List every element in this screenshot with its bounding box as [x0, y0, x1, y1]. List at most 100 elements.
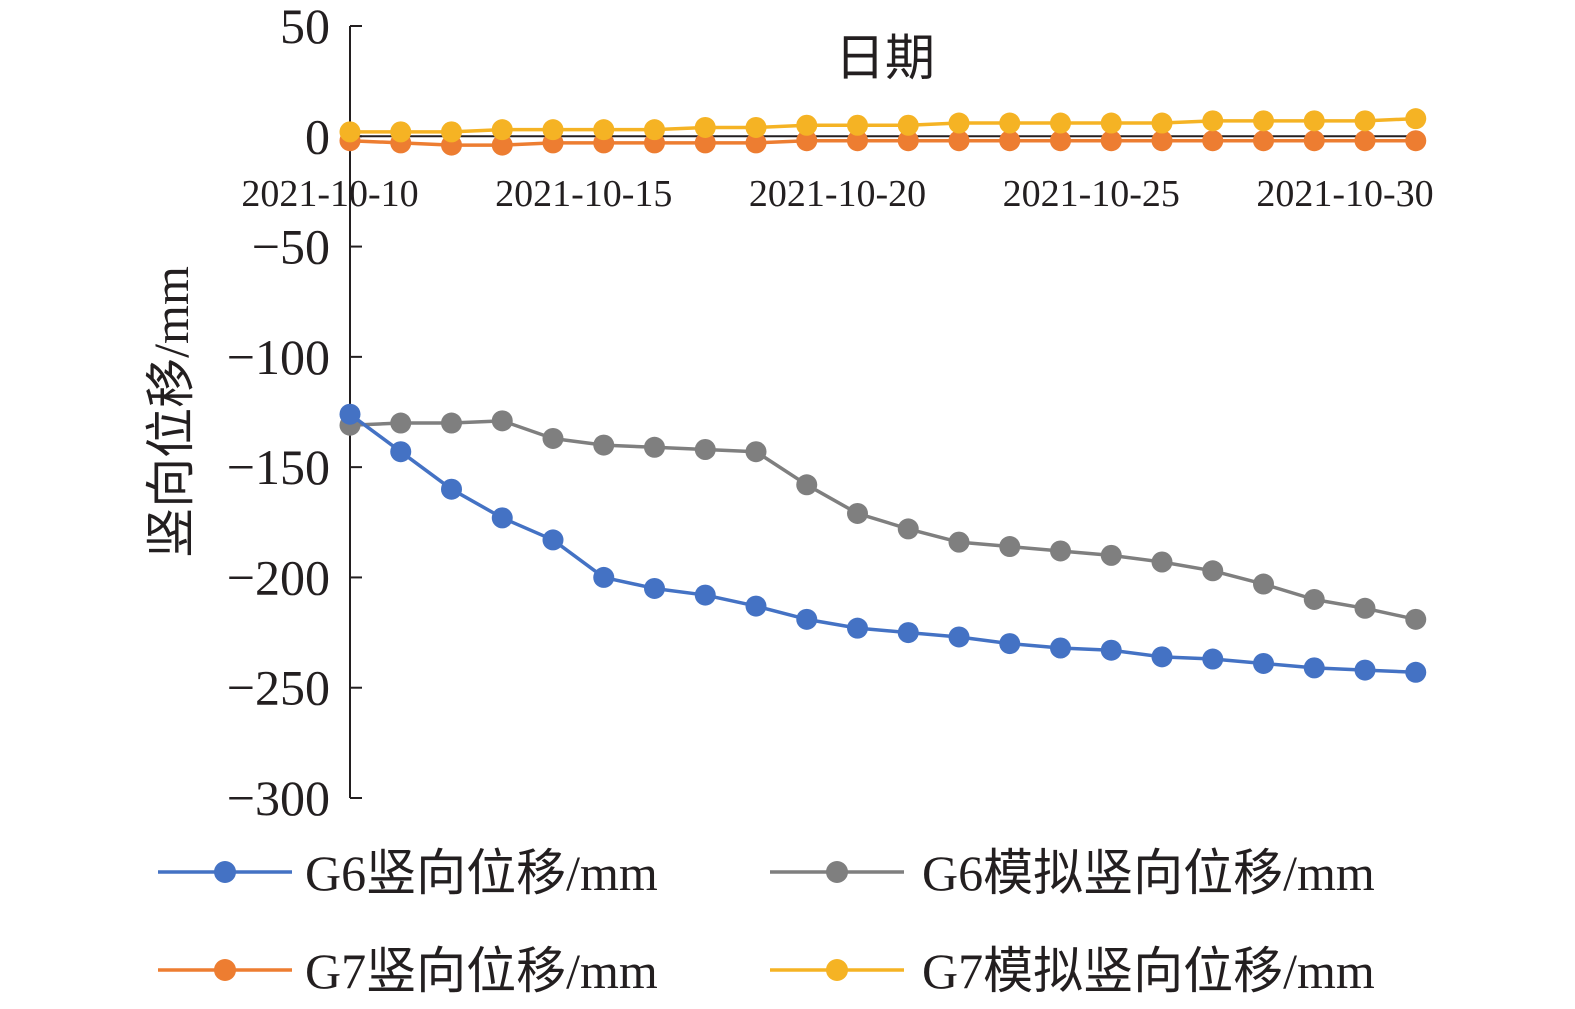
data-point — [1354, 130, 1376, 152]
data-point — [847, 617, 868, 639]
x-tick-label: 2021-10-20 — [749, 173, 926, 215]
data-point — [796, 608, 818, 630]
data-point — [390, 121, 412, 143]
data-point — [1050, 540, 1071, 562]
data-point — [1303, 110, 1325, 132]
y-tick-label: 0 — [305, 108, 330, 164]
data-point — [847, 502, 868, 524]
data-point — [1253, 573, 1274, 595]
y-tick-label: −200 — [227, 549, 330, 605]
data-point — [694, 132, 716, 154]
data-point — [999, 536, 1021, 558]
data-point — [897, 130, 919, 152]
data-point — [644, 119, 665, 141]
data-point — [999, 112, 1021, 134]
x-tick-label: 2021-10-25 — [1003, 173, 1180, 215]
data-point — [491, 134, 513, 156]
series-line — [350, 116, 1416, 134]
data-point — [948, 130, 970, 152]
data-point — [999, 633, 1021, 655]
data-point — [1100, 130, 1122, 152]
data-point — [948, 531, 970, 553]
legend-marker — [214, 959, 236, 981]
legend-label: G6模拟竖向位移/mm — [922, 845, 1375, 901]
data-point — [1405, 661, 1427, 683]
data-point — [542, 427, 564, 449]
series-line — [349, 419, 1417, 622]
data-point — [1253, 130, 1274, 152]
data-point — [390, 441, 412, 463]
data-point — [644, 436, 665, 458]
data-point — [1151, 551, 1173, 573]
data-point — [796, 130, 818, 152]
series-group — [339, 108, 1427, 683]
data-point — [593, 119, 615, 141]
data-point — [1405, 608, 1427, 630]
legend-item: G7竖向位移/mm — [158, 943, 658, 999]
data-point — [1405, 108, 1427, 130]
legend-item: G6模拟竖向位移/mm — [770, 845, 1375, 901]
data-point — [1151, 112, 1173, 134]
legend-marker — [214, 861, 236, 883]
data-point — [948, 112, 970, 134]
data-point — [441, 121, 462, 143]
data-point — [390, 412, 412, 434]
data-point — [441, 412, 462, 434]
data-point — [491, 410, 513, 432]
data-point — [694, 438, 716, 460]
data-point — [542, 119, 564, 141]
data-point — [1354, 597, 1376, 619]
data-point — [1253, 652, 1274, 674]
data-point — [796, 114, 818, 136]
y-tick-label: −100 — [227, 329, 330, 385]
data-point — [1202, 130, 1224, 152]
data-point — [1202, 560, 1224, 582]
data-point — [542, 529, 564, 551]
data-point — [1100, 544, 1122, 566]
legend-marker — [826, 861, 848, 883]
data-point — [796, 474, 818, 496]
y-tick-label: −300 — [227, 770, 330, 826]
data-point — [491, 119, 513, 141]
data-point — [1202, 110, 1224, 132]
data-point — [999, 130, 1021, 152]
x-axis-title: 日期 — [835, 30, 935, 86]
data-point — [1354, 659, 1376, 681]
legend-label: G7模拟竖向位移/mm — [922, 943, 1375, 999]
data-point — [1050, 112, 1071, 134]
axes: 50 0 −50 −100 −150 −200 −250 −300 2021-10-10 2021… — [227, 0, 1434, 826]
series-line — [348, 412, 1416, 675]
data-point — [1303, 657, 1325, 679]
data-point — [745, 441, 767, 463]
series-1 — [339, 403, 1427, 683]
data-point — [1151, 130, 1173, 152]
y-tick-label: 50 — [280, 0, 330, 54]
x-tick-label: 2021-10-10 — [241, 173, 418, 215]
data-point — [847, 130, 868, 152]
data-point — [1100, 639, 1122, 661]
data-point — [339, 403, 361, 425]
x-tick-label: 2021-10-30 — [1256, 173, 1433, 215]
data-point — [1253, 110, 1274, 132]
data-point — [897, 114, 919, 136]
legend-label: G7竖向位移/mm — [305, 943, 658, 999]
series-line — [349, 138, 1416, 147]
series-4 — [339, 108, 1427, 143]
data-point — [847, 114, 868, 136]
data-point — [897, 518, 919, 540]
data-point — [745, 116, 767, 138]
data-point — [745, 595, 767, 617]
data-point — [593, 566, 615, 588]
y-axis-title: 竖向位移/mm — [143, 266, 199, 558]
legend-label: G6竖向位移/mm — [305, 845, 658, 901]
data-point — [1354, 110, 1376, 132]
data-point — [1303, 130, 1325, 152]
data-point — [694, 584, 716, 606]
legend-item: G7模拟竖向位移/mm — [770, 943, 1375, 999]
legend-item: G6竖向位移/mm — [158, 845, 658, 901]
y-tick-label: −150 — [227, 439, 330, 495]
data-point — [1050, 637, 1071, 659]
data-point — [1151, 646, 1173, 668]
y-tick-label: −250 — [227, 660, 330, 716]
